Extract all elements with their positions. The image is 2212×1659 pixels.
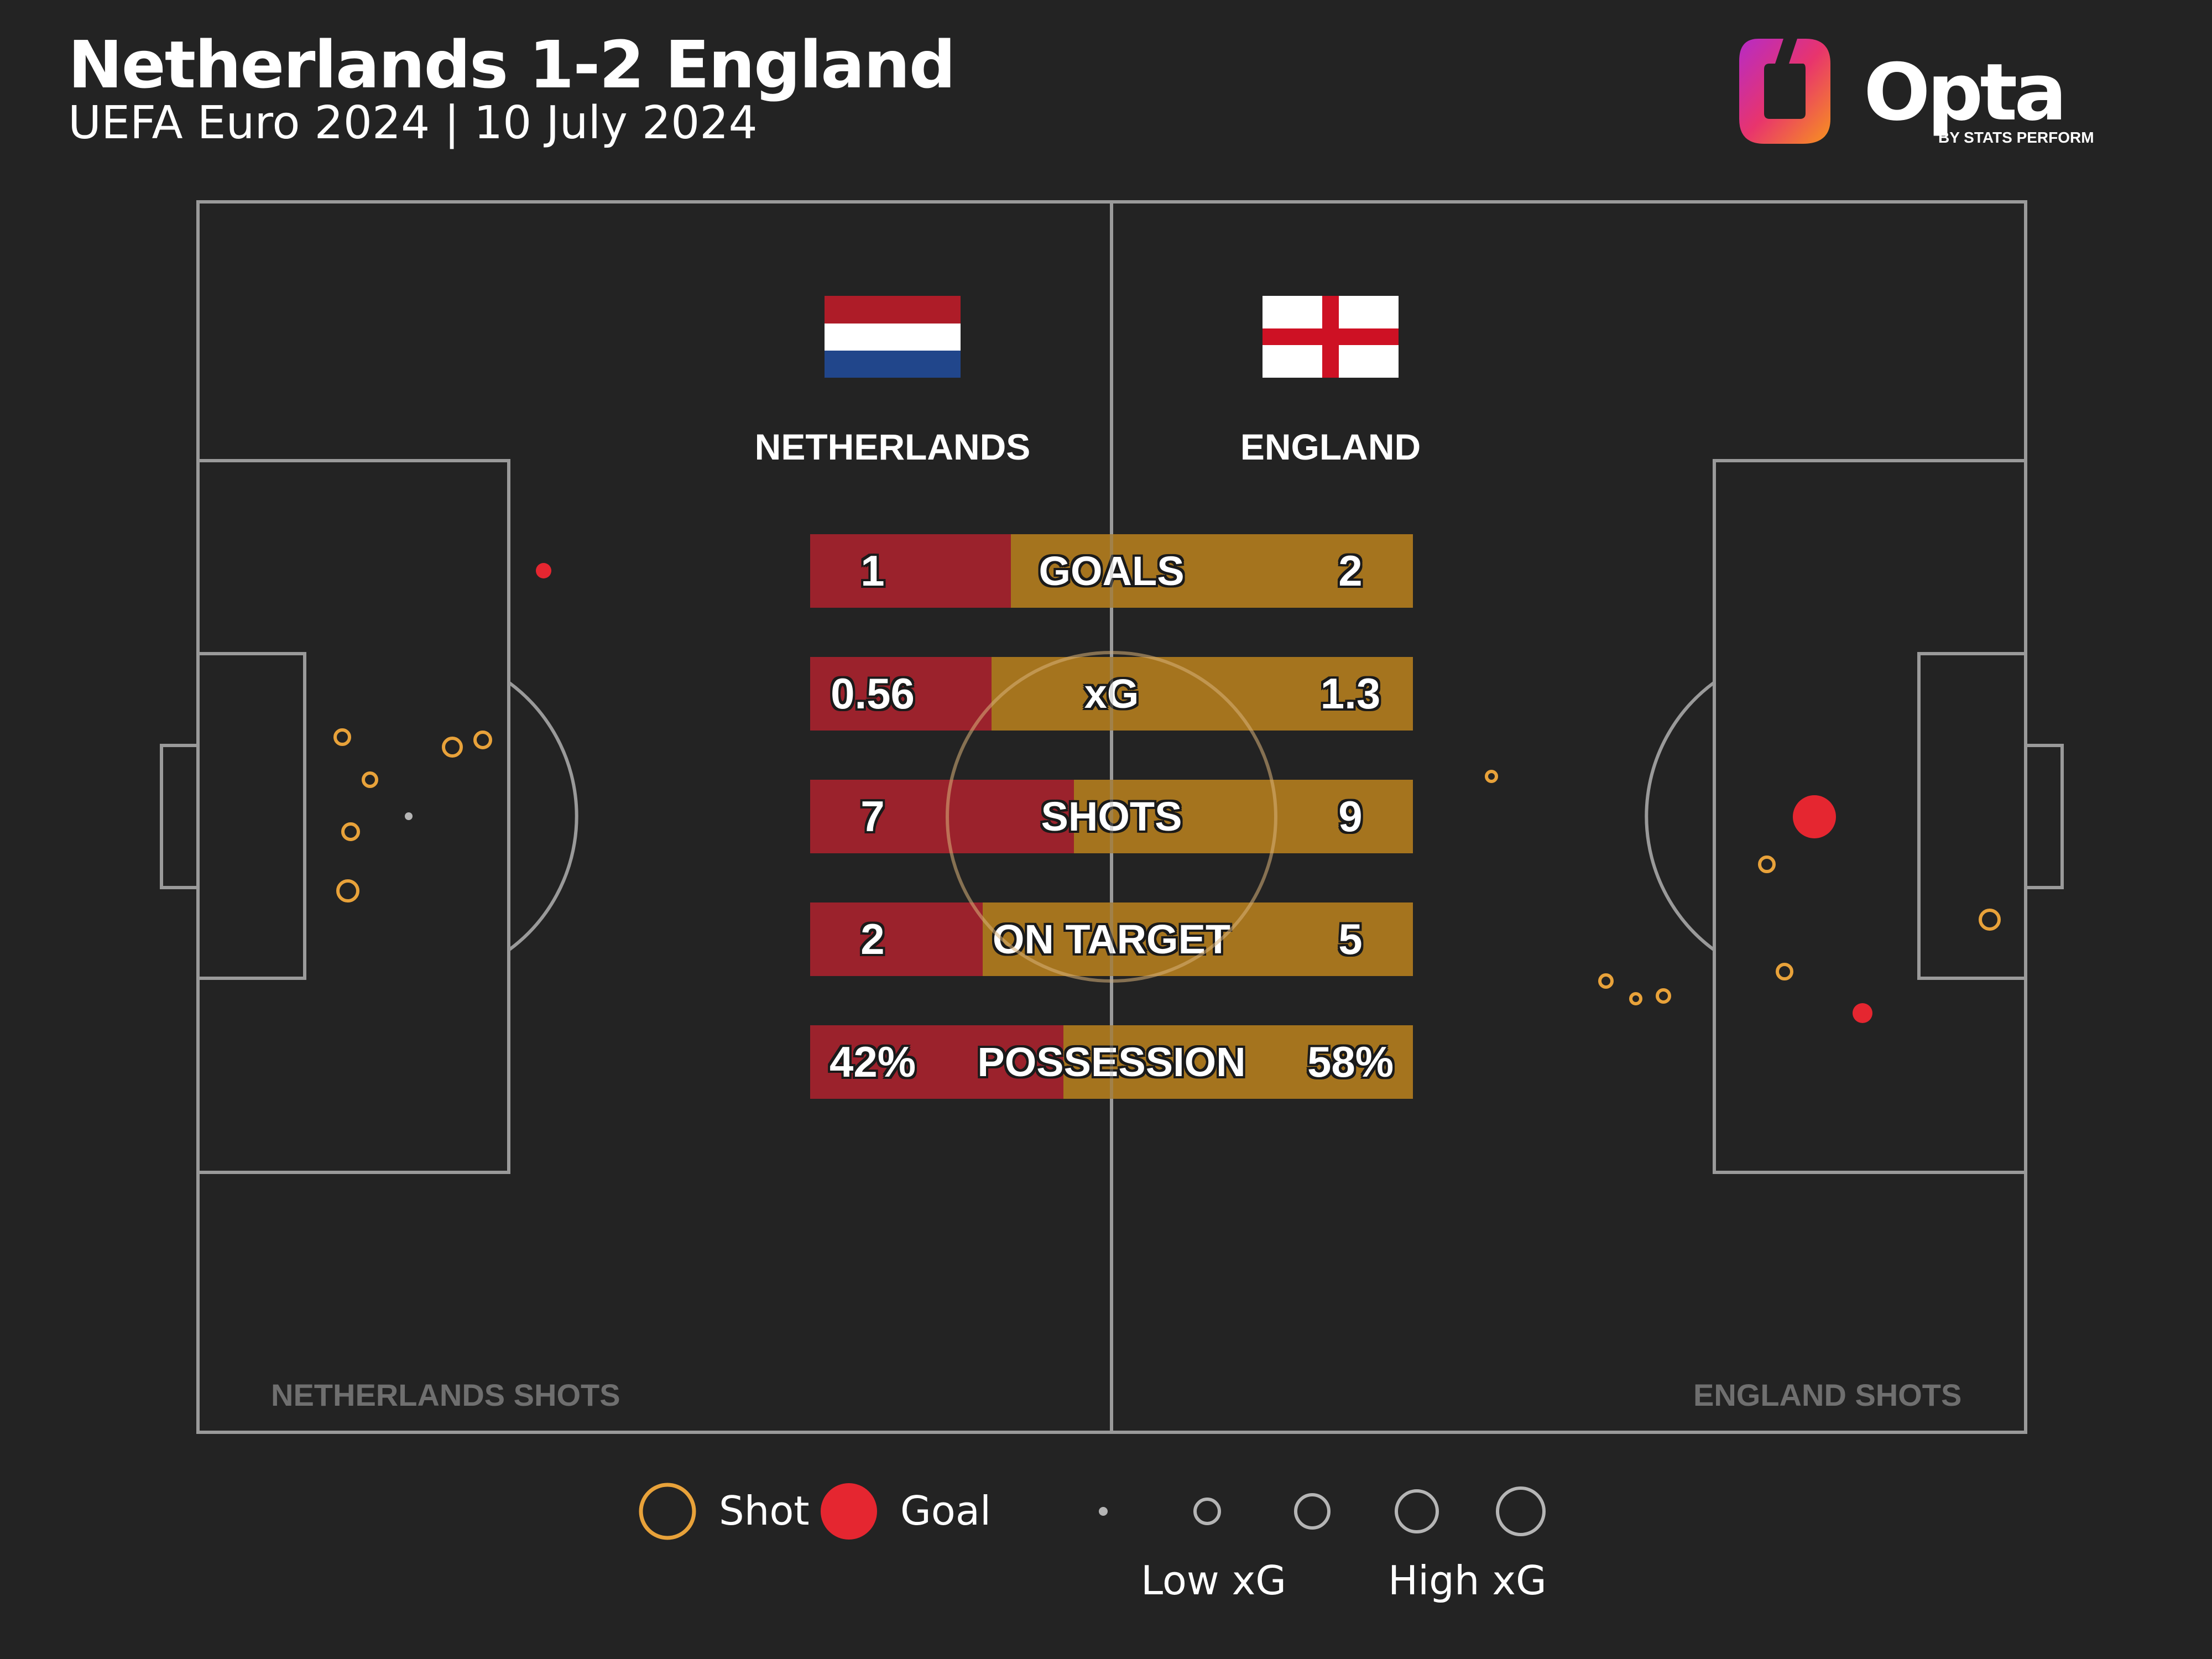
stat-label: GOALS <box>1039 548 1185 594</box>
stat-label: ON TARGET <box>992 916 1231 962</box>
legend-xg-size-4 <box>1395 1489 1439 1533</box>
england-flag-icon <box>1262 296 1399 378</box>
legend-xg-size-3 <box>1294 1493 1331 1530</box>
opta-logo-icon <box>1739 39 1830 144</box>
left-goal <box>160 744 200 889</box>
legend-xg-size-1 <box>1099 1507 1108 1516</box>
away-bar <box>1011 534 1413 608</box>
opta-wordmark: Opta <box>1864 47 2067 138</box>
home-shots-label: NETHERLANDS SHOTS <box>271 1378 620 1412</box>
goal-marker <box>1793 795 1836 838</box>
left-six-yard-box <box>196 652 306 980</box>
shot-marker <box>1776 963 1793 980</box>
home-value: 0.56 <box>831 669 915 718</box>
home-team-name: NETHERLANDS <box>754 426 1031 467</box>
legend-low-xg-label: Low xG <box>1141 1557 1287 1604</box>
home-value: 2 <box>860 915 885 963</box>
page-title: Netherlands 1-2 England <box>68 27 956 103</box>
shot-marker <box>1629 992 1642 1005</box>
stat-label: SHOTS <box>1041 794 1182 839</box>
home-bar <box>810 534 1011 608</box>
stat-row-possession: 42% POSSESSION 58% <box>810 1025 1413 1099</box>
home-value: 7 <box>860 792 885 841</box>
shot-marker <box>405 812 413 820</box>
right-penalty-box <box>1713 459 2027 1174</box>
shot-marker <box>1598 973 1614 989</box>
away-value: 58% <box>1307 1037 1394 1086</box>
away-shots-label: ENGLAND SHOTS <box>1693 1378 1962 1412</box>
home-value: 42% <box>829 1037 916 1086</box>
legend <box>639 1483 1546 1540</box>
stat-row-shots: 7 SHOTS 9 <box>810 780 1413 853</box>
stat-label: xG <box>1084 671 1139 717</box>
opta-byline: BY STATS PERFORM <box>1938 129 2094 146</box>
goal-marker <box>536 563 551 578</box>
away-bar <box>1063 1025 1413 1099</box>
shot-marker <box>341 822 360 841</box>
legend-goal-marker <box>821 1483 877 1540</box>
stat-label: POSSESSION <box>977 1039 1246 1085</box>
right-six-yard-box <box>1917 652 2027 980</box>
shot-marker <box>1758 855 1776 873</box>
shot-marker <box>1656 988 1671 1004</box>
legend-goal-label: Goal <box>900 1488 991 1534</box>
shot-marker <box>333 728 351 746</box>
home-value: 1 <box>860 546 885 595</box>
left-penalty-box <box>196 459 510 1174</box>
away-value: 9 <box>1338 792 1363 841</box>
stat-row-goals: 1 GOALS 2 <box>810 534 1413 608</box>
right-penalty-arc <box>1645 681 1715 952</box>
shot-marker <box>1485 770 1498 783</box>
shot-marker <box>473 731 492 749</box>
shot-marker <box>336 879 359 902</box>
goal-marker <box>1853 1003 1872 1023</box>
stat-row-on-target: 2 ON TARGET 5 <box>810 902 1413 976</box>
page-subtitle: UEFA Euro 2024 | 10 July 2024 <box>68 97 758 149</box>
away-team-name: ENGLAND <box>1240 426 1421 467</box>
away-value: 5 <box>1338 915 1363 963</box>
opta-logo: Opta BY STATS PERFORM <box>1736 30 2094 152</box>
shot-marker <box>362 771 378 788</box>
left-penalty-arc <box>508 681 578 952</box>
away-value: 1.3 <box>1320 669 1381 718</box>
england-shots <box>1485 770 2001 1023</box>
stat-row-xg: 0.56 xG 1.3 <box>810 657 1413 731</box>
netherlands-flag-icon <box>825 296 961 378</box>
shot-marker <box>1979 909 2001 931</box>
home-bar <box>810 1025 1063 1099</box>
legend-shot-label: Shot <box>719 1488 810 1534</box>
right-goal <box>2024 744 2064 889</box>
legend-xg-size-5 <box>1496 1486 1546 1536</box>
legend-high-xg-label: High xG <box>1388 1557 1547 1604</box>
netherlands-shots <box>333 563 551 902</box>
shot-marker <box>442 737 463 758</box>
legend-shot-marker <box>639 1483 696 1540</box>
legend-xg-size-2 <box>1193 1498 1221 1525</box>
away-value: 2 <box>1338 546 1363 595</box>
